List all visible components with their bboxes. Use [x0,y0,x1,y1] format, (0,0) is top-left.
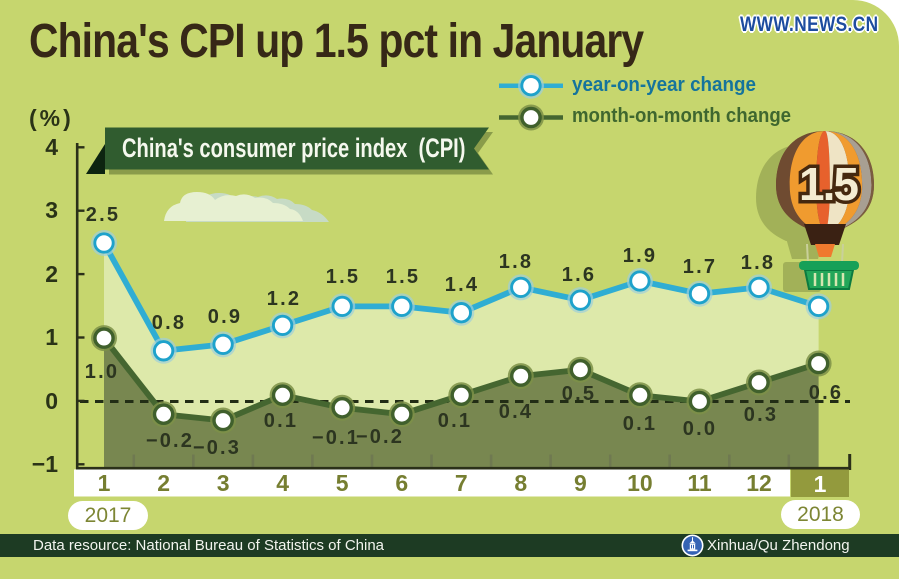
svg-text:0.1: 0.1 [438,410,472,432]
svg-text:1: 1 [98,470,111,496]
svg-text:4: 4 [45,134,58,160]
svg-text:0.1: 0.1 [623,413,657,435]
svg-text:0.4: 0.4 [499,401,533,423]
svg-text:12: 12 [746,470,772,496]
svg-text:2: 2 [157,470,170,496]
svg-text:3: 3 [217,470,230,496]
svg-text:1: 1 [814,471,827,497]
svg-text:1.0: 1.0 [85,361,119,383]
svg-text:0.5: 0.5 [562,383,596,405]
svg-text:1.5: 1.5 [386,266,420,288]
svg-text:0.3: 0.3 [744,404,778,426]
svg-text:3: 3 [45,197,58,223]
svg-text:4: 4 [276,470,289,496]
svg-text:0.6: 0.6 [809,382,843,404]
svg-text:0: 0 [45,388,58,414]
svg-text:1.5: 1.5 [326,266,360,288]
svg-text:7: 7 [455,470,468,496]
svg-text:8: 8 [514,470,527,496]
svg-text:1.7: 1.7 [683,256,717,278]
svg-text:1.6: 1.6 [562,264,596,286]
svg-text:1.8: 1.8 [499,251,533,273]
svg-text:2: 2 [45,261,58,287]
svg-text:0.8: 0.8 [152,312,186,334]
svg-text:9: 9 [574,470,587,496]
svg-text:−0.1: −0.1 [312,427,360,449]
svg-text:10: 10 [627,470,653,496]
svg-text:6: 6 [395,470,408,496]
svg-text:1.9: 1.9 [623,245,657,267]
svg-text:−1: −1 [32,451,58,477]
svg-text:0.1: 0.1 [264,410,298,432]
svg-text:−0.3: −0.3 [193,437,241,459]
svg-text:1.2: 1.2 [267,288,301,310]
svg-text:2.5: 2.5 [86,204,120,226]
svg-text:1: 1 [45,324,58,350]
svg-text:1.8: 1.8 [741,252,775,274]
svg-text:5: 5 [336,470,349,496]
svg-text:−0.2: −0.2 [356,426,404,448]
svg-text:0.9: 0.9 [208,306,242,328]
svg-text:1.5: 1.5 [799,158,858,210]
svg-text:0.0: 0.0 [683,418,717,440]
svg-text:1.4: 1.4 [445,274,479,296]
svg-text:11: 11 [687,470,712,496]
svg-text:−0.2: −0.2 [146,430,194,452]
